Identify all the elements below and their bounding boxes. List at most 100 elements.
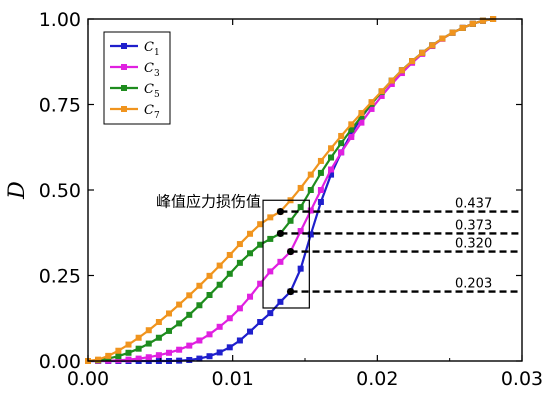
data-point [186, 356, 193, 363]
data-point [257, 319, 264, 326]
data-point [247, 250, 254, 257]
peak-point [286, 287, 295, 296]
data-point [328, 171, 335, 178]
data-point [449, 29, 456, 36]
data-point [176, 346, 183, 353]
data-point [145, 340, 152, 347]
data-point [257, 241, 264, 248]
data-point [297, 228, 304, 235]
data-point [166, 349, 173, 356]
data-point [135, 334, 142, 341]
legend-entry: C3 [110, 61, 160, 79]
data-point [186, 292, 193, 299]
peak-value-label: 0.373 [455, 218, 492, 233]
data-point [297, 204, 304, 211]
data-point [257, 221, 264, 228]
data-point [216, 281, 223, 288]
data-point [378, 92, 385, 99]
data-point [226, 270, 233, 277]
legend-label-subscript: 5 [154, 90, 160, 100]
data-point [206, 353, 213, 360]
x-tick-label: 0.02 [356, 368, 398, 390]
data-point [196, 302, 203, 309]
data-point [236, 241, 243, 248]
data-point [226, 315, 233, 322]
data-point [368, 99, 375, 106]
data-point [105, 352, 112, 359]
data-point [145, 354, 152, 361]
data-point [216, 349, 223, 356]
axes-layer: 0.00 0.01 0.02 0.03 0.00 0.25 0.50 0.75 1.00 D [5, 9, 543, 390]
data-point [226, 251, 233, 258]
data-point [459, 24, 466, 31]
data-point [419, 49, 426, 56]
peak-value-label: 0.320 [455, 237, 492, 252]
data-point [267, 235, 274, 242]
data-point [216, 262, 223, 269]
data-point [247, 328, 254, 335]
data-point [206, 272, 213, 279]
legend-label-main: C [144, 103, 154, 118]
data-point [328, 145, 335, 152]
data-point [338, 132, 345, 139]
data-point [135, 355, 142, 362]
data-point [125, 356, 132, 363]
data-point [277, 258, 284, 265]
data-point [176, 320, 183, 327]
series-layer [85, 16, 497, 364]
data-point [429, 42, 436, 49]
data-point [277, 298, 284, 305]
data-point [317, 169, 324, 176]
data-point [409, 58, 416, 65]
data-point [378, 88, 385, 95]
y-tick-label: 0.50 [39, 180, 81, 202]
data-point [155, 334, 162, 341]
data-point [155, 319, 162, 326]
data-point [145, 327, 152, 334]
data-point [348, 130, 355, 137]
legend-entry: C5 [110, 82, 160, 100]
data-point [348, 133, 355, 140]
data-point [236, 259, 243, 266]
legend-label-main: C [144, 82, 154, 97]
x-tick-label: 0.00 [67, 368, 109, 390]
data-point [297, 265, 304, 272]
data-point [307, 207, 314, 214]
data-point [186, 342, 193, 349]
data-point [307, 171, 314, 178]
data-point [358, 110, 365, 117]
data-point [388, 80, 395, 87]
data-point [196, 282, 203, 289]
data-point [317, 198, 324, 205]
x-tick-label: 0.03 [501, 368, 543, 390]
legend-label-subscript: 7 [154, 111, 160, 121]
legend-entry: C1 [110, 40, 160, 58]
legend-label-main: C [144, 61, 154, 76]
legend-entry: C7 [110, 103, 160, 121]
data-point [125, 341, 132, 348]
data-point [226, 344, 233, 351]
data-point [317, 187, 324, 193]
peak-stress-box [262, 199, 310, 309]
data-point [135, 345, 142, 352]
legend-swatch-marker [121, 85, 127, 91]
peak-point [286, 247, 295, 256]
data-point [338, 149, 345, 156]
data-point [317, 157, 324, 164]
y-tick-label: 0.25 [39, 266, 81, 288]
data-point [115, 347, 122, 354]
y-tick-label: 0.75 [39, 95, 81, 117]
data-point [115, 353, 122, 360]
y-tick-label: 1.00 [39, 9, 81, 31]
legend-label-subscript: 1 [154, 48, 160, 58]
data-point [287, 217, 294, 224]
annotation-layer: 峰值应力损伤值 0.437 0.373 0.320 0.203 [156, 192, 522, 309]
data-point [388, 77, 395, 84]
data-point [236, 305, 243, 312]
legend-label: C5 [144, 82, 160, 100]
legend-label: C3 [144, 61, 160, 79]
data-point [479, 17, 486, 24]
data-point [297, 184, 304, 191]
data-point [95, 356, 102, 363]
